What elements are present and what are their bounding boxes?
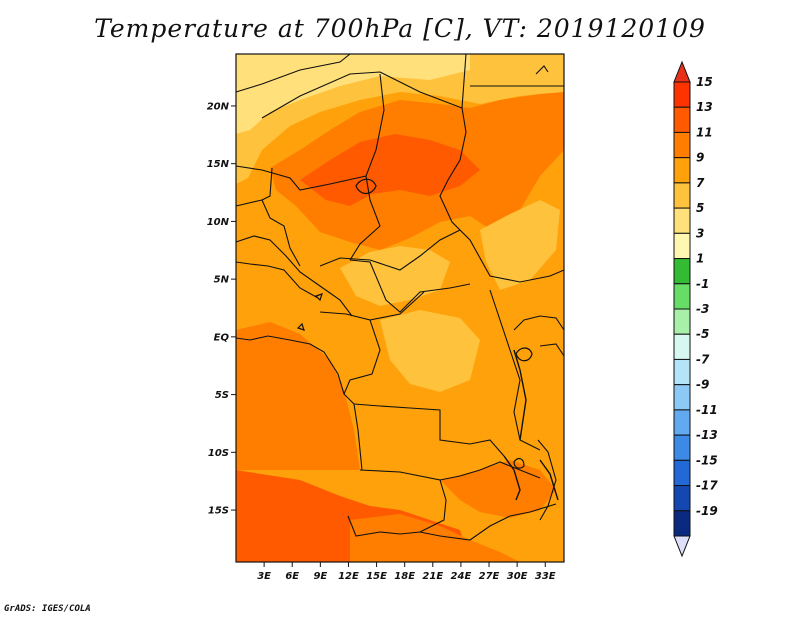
lon-tick-label: 18E [394, 571, 415, 582]
colorbar-label: -5 [696, 327, 709, 341]
colorbar-band [673, 81, 691, 108]
field-13-core [300, 134, 480, 206]
colorbar: 15 13 11 9 7 5 3 1 -1 -3 -5 -7 -9 -11 -13 -15 -17 -19 [673, 60, 718, 558]
colorbar-bottom-arrow [673, 535, 691, 558]
colorbar-label: 1 [696, 252, 704, 266]
colorbar-band [673, 182, 691, 209]
lon-tick-label: 30E [507, 571, 528, 582]
colorbar-label: 15 [696, 75, 713, 89]
lat-tick-label: 20N [207, 101, 230, 112]
colorbar-label: -17 [696, 479, 718, 493]
colorbar-band [673, 333, 691, 360]
colorbar-band [673, 485, 691, 512]
lat-tick-label: 5N [214, 275, 230, 286]
colorbar-band [673, 283, 691, 310]
credit-label: GrADS: IGES/COLA [4, 604, 91, 614]
colorbar-top-arrow [673, 60, 691, 83]
chart-title: Temperature at 700hPa [C], VT: 201912010… [94, 14, 706, 43]
colorbar-band [673, 258, 691, 285]
lat-tick-label: 10S [208, 448, 229, 459]
colorbar-band [673, 434, 691, 461]
lon-tick-label: 21E [422, 571, 443, 582]
lon-tick-label: 12E [338, 571, 359, 582]
lon-tick-label: 33E [535, 571, 556, 582]
colorbar-band [673, 106, 691, 133]
colorbar-label: -7 [696, 352, 710, 366]
map-panel: 20N 15N 10N 5N EQ 5S 10S 15S 3E 6E 9E 12E 15E 18E 21E… [207, 53, 565, 582]
colorbar-label: -13 [696, 428, 718, 442]
map-frame [235, 53, 565, 563]
colorbar-band [673, 510, 691, 537]
colorbar-label: -9 [696, 378, 709, 392]
colorbar-label: -3 [696, 302, 709, 316]
colorbar-label: 13 [696, 100, 713, 114]
lon-tick-label: 15E [366, 571, 387, 582]
colorbar-label: -1 [696, 277, 709, 291]
field-11-atlantic [236, 322, 360, 470]
colorbar-label: 7 [696, 176, 705, 190]
colorbar-label: -19 [696, 504, 718, 518]
field-5-north [236, 54, 470, 134]
lat-tick-label: 10N [207, 217, 230, 228]
lon-tick-label: 24E [451, 571, 472, 582]
lon-tick-label: 6E [285, 571, 299, 582]
colorbar-label: -15 [696, 453, 718, 467]
colorbar-label: 5 [696, 201, 704, 215]
lat-tick-label: 15S [208, 506, 229, 517]
lat-tick-label: 5S [215, 390, 229, 401]
longitude-axis: 3E 6E 9E 12E 15E 18E 21E 24E 27E 30E 33E [257, 562, 556, 582]
colorbar-label: 3 [696, 226, 704, 240]
lon-tick-label: 3E [257, 571, 271, 582]
lon-tick-label: 9E [313, 571, 327, 582]
colorbar-band [673, 459, 691, 487]
colorbar-band [673, 207, 691, 234]
colorbar-band [673, 384, 691, 411]
temperature-field [236, 54, 564, 562]
lakes [296, 178, 533, 469]
country-borders [235, 53, 565, 541]
lat-tick-label: EQ [214, 332, 230, 343]
field-11-southbelt [350, 514, 520, 562]
field-7-east [480, 200, 560, 290]
colorbar-label: 11 [696, 125, 713, 139]
field-11-zambia [440, 460, 556, 518]
colorbar-band [673, 157, 691, 184]
colorbar-band [673, 232, 691, 260]
field-7-congo [380, 310, 480, 392]
latitude-axis: 20N 15N 10N 5N EQ 5S 10S 15S [207, 101, 236, 517]
colorbar-label: -11 [696, 403, 718, 417]
colorbar-band [673, 308, 691, 335]
colorbar-label: 9 [696, 151, 704, 165]
colorbar-band [673, 131, 691, 159]
field-7-car [340, 246, 450, 306]
colorbar-band [673, 409, 691, 436]
lat-tick-label: 15N [207, 159, 230, 170]
colorbar-band [673, 358, 691, 386]
lon-tick-label: 27E [479, 571, 500, 582]
